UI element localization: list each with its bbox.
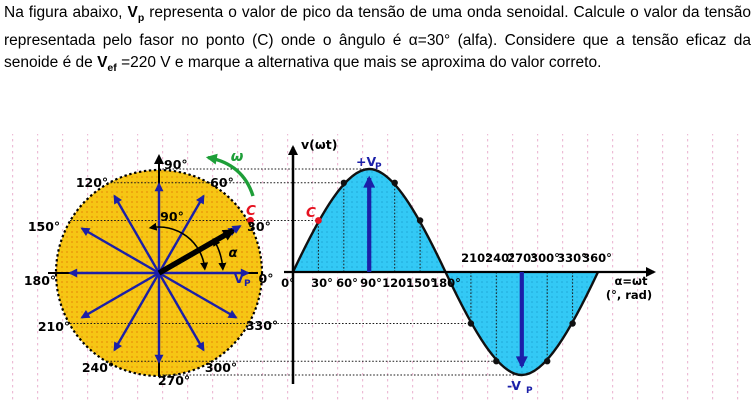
circle-label-60: 60° (210, 175, 234, 190)
circle-label-30: 30° (247, 219, 271, 234)
curve-markers (340, 179, 576, 365)
x-axis-label-line2: (°, rad) (606, 288, 652, 302)
circle-label-90: 90° (164, 157, 188, 172)
tick-120: 120° (382, 276, 412, 290)
plus-vp-label-sub: P (375, 162, 382, 172)
tick-180: 180° (431, 276, 461, 290)
plus-vp-label: +V (356, 154, 376, 169)
spoke-arrow-210 (80, 271, 160, 319)
vp-base: V (127, 4, 138, 21)
tick-210: 210° (461, 251, 491, 265)
circle-label-150: 150° (28, 219, 60, 234)
vef-subscript: ef (107, 61, 117, 74)
tick-360: 360° (582, 251, 612, 265)
circle-label-210: 210° (38, 319, 70, 334)
tick-60: 60° (336, 276, 358, 290)
omega-label: ω (231, 149, 244, 165)
vef-base: V (97, 53, 108, 71)
vp-symbol: Vp (127, 4, 145, 25)
curve-marker (340, 179, 347, 186)
question-text-run: =220 V e marque a alternativa que mais s… (116, 53, 602, 71)
question-text-run: Na figura abaixo, (4, 4, 128, 21)
curve-marker (569, 320, 576, 327)
tick-150: 150° (406, 276, 436, 290)
point-c-dot-circle (247, 216, 254, 224)
tick-240: 240° (485, 251, 515, 265)
circle-label-270: 270° (158, 373, 190, 388)
circle-label-240: 240° (82, 360, 114, 375)
vef-symbol: Vef (97, 53, 117, 74)
phasor-tip-blue-arrow (231, 225, 242, 234)
circle-label-120: 120° (76, 175, 108, 190)
minus-vp-label: -V (507, 378, 521, 393)
phasor-arrow (157, 228, 236, 276)
curve-marker (467, 320, 475, 327)
tick-270: 270° (507, 251, 537, 265)
spoke-arrow-330 (158, 271, 238, 319)
curve-marker (493, 358, 500, 365)
minus-vp-label-sub: P (526, 386, 533, 396)
omega-rotation-arrow (205, 153, 255, 197)
circle-label-180: 180° (24, 273, 56, 288)
vp-label-circle: V (234, 271, 244, 286)
vp-subscript: p (137, 12, 145, 25)
tick-90: 90° (360, 276, 382, 290)
tick-0: 0° (281, 276, 295, 290)
spoke-arrow-150 (80, 227, 160, 275)
point-c-dot-sine (315, 217, 322, 224)
tick-330: 330° (557, 251, 587, 265)
x-axis-label-line1: α=ωt (614, 274, 648, 288)
curve-marker (416, 217, 424, 224)
tick-300: 300° (530, 251, 560, 265)
circle-label-0: 0° (259, 271, 274, 286)
alpha-label: α (229, 246, 238, 261)
spoke-arrow-300 (157, 272, 205, 352)
curve-marker (391, 179, 398, 186)
curve-marker (544, 358, 551, 365)
circle-label-300: 300° (205, 360, 237, 375)
point-c-label-circle: C (246, 203, 256, 219)
vertical-projections (317, 182, 574, 362)
spoke-arrow-240 (113, 272, 161, 352)
point-c-label-sine: C (306, 205, 316, 221)
sine-y-axis-label: v(ωt) (301, 137, 337, 152)
right-angle-arc (148, 222, 209, 271)
tick-30: 30° (311, 276, 333, 290)
circle-label-330: 330° (246, 318, 278, 333)
question-text: Na figura abaixo, Vp representa o valor … (4, 2, 751, 80)
inner-right-angle-label: 90° (160, 209, 184, 224)
question-text-run: representa o valor de pico da tensão de … (4, 4, 752, 71)
vp-label-circle-sub: P (244, 279, 251, 289)
